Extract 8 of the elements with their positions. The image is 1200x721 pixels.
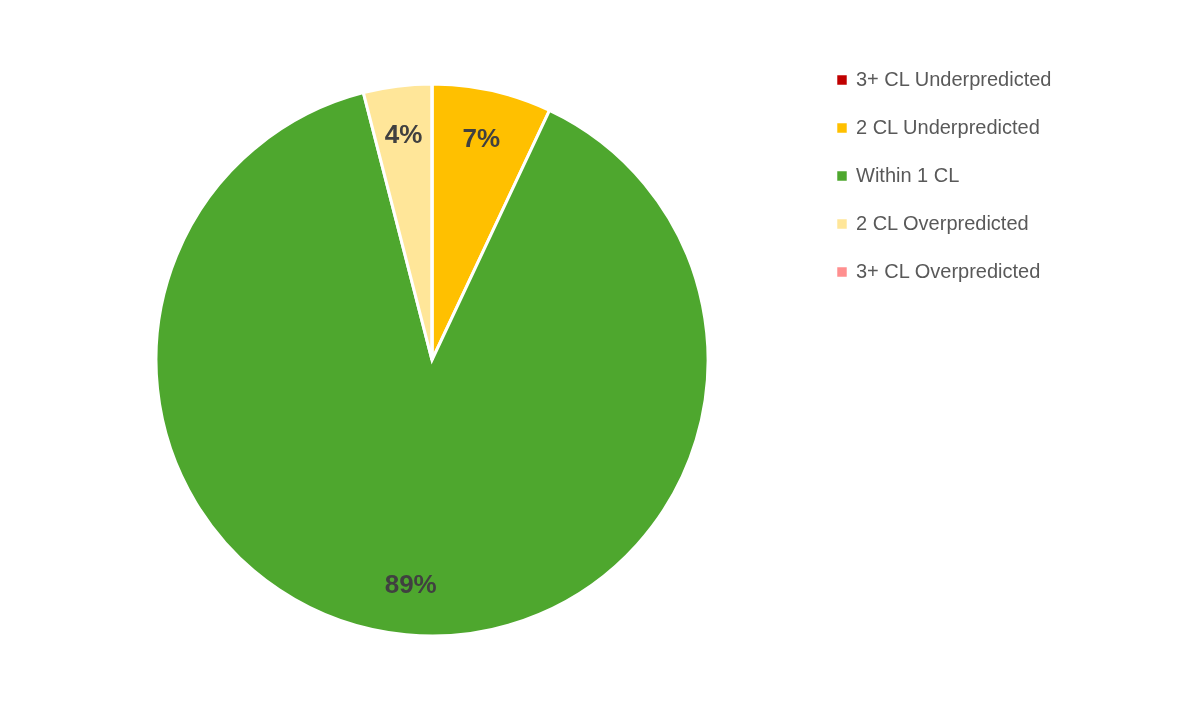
legend-label: 2 CL Underpredicted: [856, 116, 1040, 138]
legend-label: Within 1 CL: [856, 164, 960, 186]
legend-label: 3+ CL Underpredicted: [856, 68, 1052, 90]
legend-label: 2 CL Overpredicted: [856, 212, 1029, 234]
data-label: 89%: [384, 569, 437, 600]
legend-label: 3+ CL Overpredicted: [856, 260, 1041, 282]
data-label: 4%: [384, 119, 423, 150]
data-label: 7%: [462, 123, 501, 154]
